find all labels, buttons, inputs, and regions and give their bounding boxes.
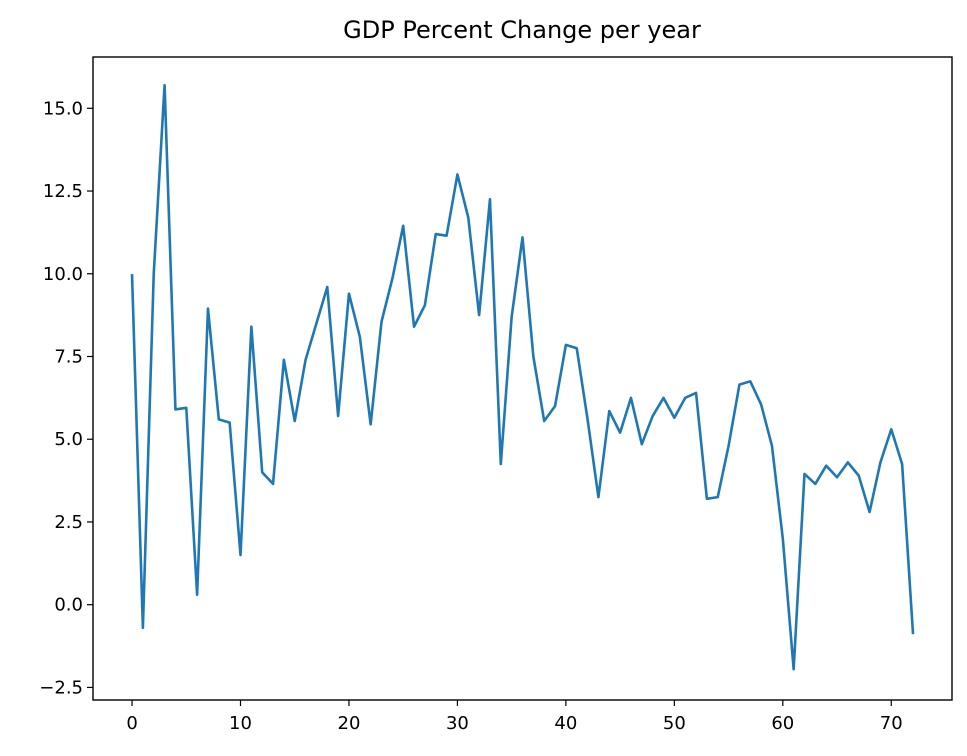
y-tick-label: −2.5 (39, 677, 83, 698)
x-tick-label: 0 (126, 713, 137, 734)
x-tick-label: 60 (771, 713, 794, 734)
x-tick-label: 50 (663, 713, 686, 734)
chart-title: GDP Percent Change per year (343, 16, 701, 44)
x-tick-label: 30 (446, 713, 469, 734)
y-tick-label: 2.5 (54, 512, 83, 533)
plot-area: 0 10 20 30 40 50 60 70 −2.5 0.0 2.5 5.0 7.5 10.0 12.5 1… (39, 56, 953, 734)
y-tick-label: 0.0 (54, 595, 83, 616)
y-tick-label: 12.5 (43, 181, 83, 202)
y-tick-label: 10.0 (43, 264, 83, 285)
x-tick-label: 40 (554, 713, 577, 734)
axes-frame (92, 56, 953, 701)
series-line-0 (130, 83, 915, 671)
y-tick-label: 15.0 (43, 98, 83, 119)
y-tick-label: 7.5 (54, 346, 83, 367)
x-tick-label: 70 (880, 713, 903, 734)
y-tick-label: 5.0 (54, 429, 83, 450)
x-tick-label: 10 (229, 713, 252, 734)
x-tick-label: 20 (338, 713, 361, 734)
